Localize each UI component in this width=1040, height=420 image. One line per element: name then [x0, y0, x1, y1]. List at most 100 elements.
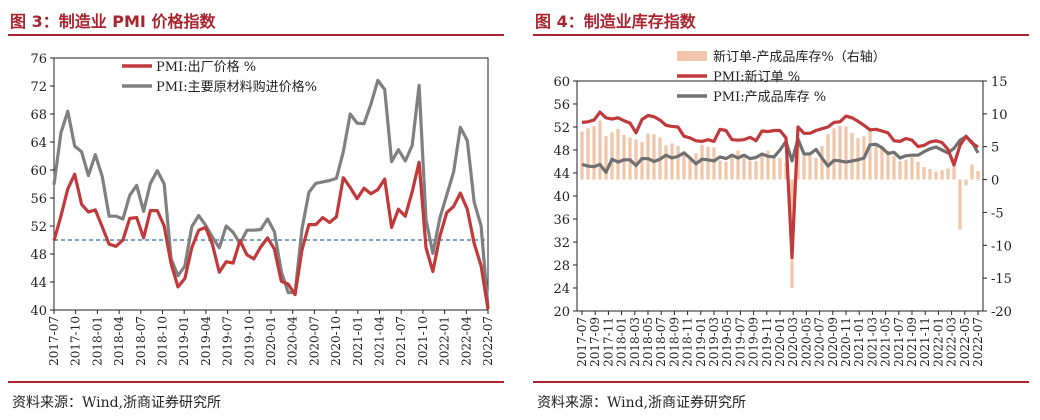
bar-new-orders-minus-inventory — [718, 160, 722, 180]
x-tick-label: 2018-05 — [641, 317, 655, 367]
y-tick-label: 52 — [30, 220, 47, 235]
legend-label: 新订单-产成品库存%（右轴） — [713, 49, 886, 65]
bar-new-orders-minus-inventory — [850, 132, 854, 180]
y-right-tick-label: 5 — [991, 141, 999, 156]
x-tick-label: 2018-09 — [667, 317, 681, 367]
x-tick-label: 2021-05 — [879, 317, 893, 367]
series-line — [52, 78, 490, 308]
y-right-tick-label: 15 — [991, 75, 1008, 90]
x-tick-label: 2018-11 — [681, 317, 695, 367]
x-tick-label: 2022-01 — [438, 316, 452, 366]
x-tick-label: 2017-07 — [575, 317, 589, 367]
x-tick-label: 2021-03 — [865, 317, 879, 367]
bar-new-orders-minus-inventory — [886, 150, 890, 180]
legend-label: PMI:产成品库存 % — [713, 89, 826, 105]
inventory-chart: 20 24 28 32 36 40 44 48 52 56 60 -20 -15 -10 -5 0 5 10 15 2… — [553, 49, 1012, 367]
x-tick-label: 2019-03 — [707, 317, 721, 367]
title-rule — [8, 34, 504, 36]
chart-source: 资料来源：Wind,浙商证券研究所 — [537, 395, 747, 411]
x-tick-label: 2018-03 — [628, 317, 642, 367]
x-tick-label: 2019-10 — [242, 316, 256, 366]
x-tick-label: 2021-01 — [852, 317, 866, 367]
x-tick-label: 2017-11 — [601, 317, 615, 367]
y-left-tick-label: 44 — [553, 167, 570, 182]
bar-new-orders-minus-inventory — [670, 143, 674, 180]
bar-new-orders-minus-inventory — [904, 159, 908, 180]
title-rule — [533, 34, 1029, 36]
x-tick-label: 2022-07 — [971, 317, 985, 367]
bar-new-orders-minus-inventory — [946, 168, 950, 180]
bar-new-orders-minus-inventory — [892, 155, 896, 180]
x-tick-label: 2021-07 — [892, 317, 906, 367]
x-tick-label: 2019-01 — [177, 316, 191, 366]
plot-frame — [576, 80, 984, 312]
x-tick-label: 2018-07 — [134, 316, 148, 366]
bar-new-orders-minus-inventory — [976, 171, 980, 180]
source-rule — [8, 381, 504, 383]
x-tick-label: 2020-07 — [307, 316, 321, 366]
bar-new-orders-minus-inventory — [766, 150, 770, 180]
y-right-tick-label: -20 — [991, 305, 1012, 320]
bar-new-orders-minus-inventory — [580, 131, 584, 180]
bar-new-orders-minus-inventory — [622, 134, 626, 180]
bar-new-orders-minus-inventory — [910, 157, 914, 180]
y-left-tick-label: 60 — [553, 75, 570, 90]
chart-panel-inventory: 图 4：制造业库存指数 20 24 28 32 36 40 44 48 52 56 60 -20 -15… — [525, 0, 1035, 420]
chart-title: 图 4：制造业库存指数 — [535, 12, 696, 31]
x-tick-label: 2019-07 — [221, 316, 235, 366]
bar-new-orders-minus-inventory — [928, 169, 932, 180]
y-tick-label: 68 — [30, 108, 47, 123]
y-left-tick-label: 32 — [553, 236, 570, 251]
legend-label: PMI:出厂价格 % — [156, 59, 256, 75]
x-tick-label: 2019-05 — [720, 317, 734, 367]
bar-new-orders-minus-inventory — [832, 128, 836, 180]
x-tick-label: 2022-07 — [481, 316, 495, 366]
bar-new-orders-minus-inventory — [952, 158, 956, 180]
x-tick-label: 2019-09 — [747, 317, 761, 367]
x-tick-label: 2017-09 — [588, 317, 602, 367]
series-line — [581, 135, 980, 174]
bar-new-orders-minus-inventory — [676, 146, 680, 180]
bar-new-orders-minus-inventory — [706, 146, 710, 180]
x-tick-label: 2021-07 — [394, 316, 408, 366]
bar-new-orders-minus-inventory — [940, 170, 944, 180]
y-left-tick-label: 20 — [553, 305, 570, 320]
bar-new-orders-minus-inventory — [688, 156, 692, 180]
bar-new-orders-minus-inventory — [616, 128, 620, 180]
bar-new-orders-minus-inventory — [772, 155, 776, 180]
bar-new-orders-minus-inventory — [880, 148, 884, 180]
y-tick-label: 64 — [30, 136, 47, 151]
bar-new-orders-minus-inventory — [868, 128, 872, 180]
bar-new-orders-minus-inventory — [958, 179, 962, 230]
bar-new-orders-minus-inventory — [610, 132, 614, 180]
chart-source: 资料来源：Wind,浙商证券研究所 — [12, 395, 222, 411]
bar-new-orders-minus-inventory — [844, 126, 848, 180]
chart-panel-pmi-price: 图 3：制造业 PMI 价格指数 40 44 48 52 56 60 64 68 72 76 201… — [0, 0, 510, 420]
bar-new-orders-minus-inventory — [778, 157, 782, 180]
bar-new-orders-minus-inventory — [964, 179, 968, 186]
x-tick-label: 2017-07 — [47, 316, 61, 366]
y-left-tick-label: 40 — [553, 190, 570, 205]
bar-new-orders-minus-inventory — [730, 153, 734, 180]
bar-new-orders-minus-inventory — [652, 134, 656, 180]
series-line — [52, 160, 490, 310]
bar-new-orders-minus-inventory — [898, 161, 902, 180]
x-tick-label: 2021-11 — [918, 317, 932, 367]
x-tick-label: 2020-09 — [826, 317, 840, 367]
bar-new-orders-minus-inventory — [694, 153, 698, 180]
bar-new-orders-minus-inventory — [916, 161, 920, 180]
y-left-tick-label: 52 — [553, 121, 570, 136]
bar-new-orders-minus-inventory — [748, 160, 752, 180]
bar-new-orders-minus-inventory — [820, 146, 824, 180]
bar-new-orders-minus-inventory — [760, 153, 764, 180]
bar-new-orders-minus-inventory — [838, 125, 842, 180]
x-tick-label: 2021-04 — [373, 316, 387, 366]
bar-new-orders-minus-inventory — [736, 150, 740, 180]
chart-title: 图 3：制造业 PMI 价格指数 — [10, 12, 216, 31]
y-tick-label: 72 — [30, 80, 47, 95]
bar-new-orders-minus-inventory — [934, 171, 938, 180]
x-tick-label: 2022-04 — [459, 316, 473, 366]
bar-new-orders-minus-inventory — [742, 157, 746, 180]
y-left-tick-label: 36 — [553, 213, 570, 228]
x-tick-label: 2018-01 — [90, 316, 104, 366]
